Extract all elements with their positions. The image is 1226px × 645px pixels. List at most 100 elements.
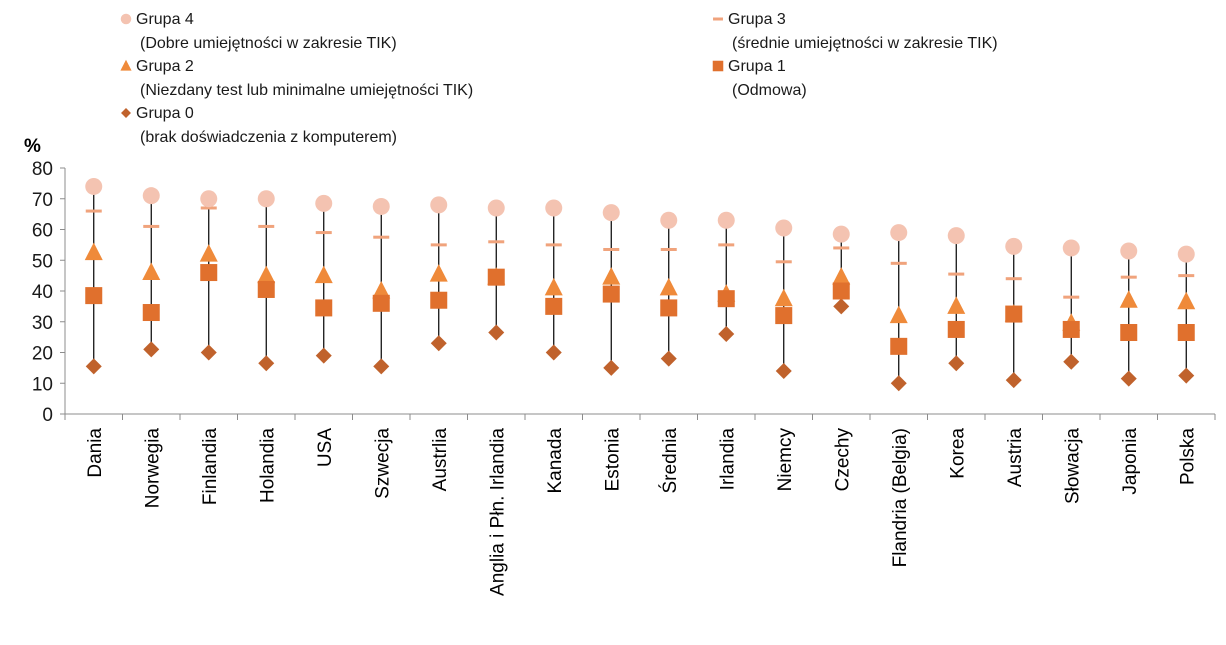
point-grupa-0: [258, 355, 275, 372]
point-grupa-3: [200, 206, 217, 210]
point-grupa-2: [774, 288, 793, 307]
legend-label: Grupa 2: [136, 58, 194, 75]
point-grupa-1: [85, 287, 103, 305]
point-grupa-4: [85, 177, 103, 195]
legend-item-grupa-2: Grupa 2 (Niezdany test lub minimalne umie…: [120, 58, 473, 99]
legend-label: Grupa 3: [728, 11, 786, 28]
point-grupa-1: [142, 304, 160, 322]
point-grupa-4: [1120, 242, 1138, 260]
point-grupa-0: [833, 298, 850, 315]
legend-marker-triangle: [120, 59, 132, 71]
point-grupa-4: [257, 190, 275, 208]
point-grupa-3: [315, 231, 332, 235]
point-grupa-4: [660, 211, 678, 229]
point-grupa-0: [603, 359, 620, 376]
category-label: Anglia i Płn. Irlandia: [487, 428, 508, 596]
legend-description: (Niezdany test lub minimalne umiejętnośc…: [140, 82, 473, 99]
legend-item-grupa-3: Grupa 3 (średnie umiejętności w zakresie …: [713, 11, 998, 52]
point-grupa-0: [200, 344, 217, 361]
category-label: Estonia: [602, 428, 623, 492]
point-grupa-0: [488, 324, 505, 341]
point-grupa-0: [545, 344, 562, 361]
legend-item-grupa-0: Grupa 0 (brak doświadczenia z komputerem): [121, 105, 397, 146]
point-grupa-1: [832, 282, 850, 300]
point-grupa-1: [1062, 320, 1080, 338]
data-points: [84, 177, 1196, 392]
point-grupa-4: [372, 197, 390, 215]
point-grupa-0: [1120, 370, 1137, 387]
y-tick-label: 20: [32, 344, 53, 365]
point-grupa-1: [1005, 305, 1023, 323]
point-grupa-4: [200, 190, 218, 208]
range-lines: [93, 186, 1187, 384]
point-grupa-2: [372, 281, 391, 299]
point-grupa-2: [602, 267, 621, 285]
point-grupa-3: [948, 272, 965, 276]
point-grupa-1: [890, 337, 908, 355]
legend-item-grupa-4: Grupa 4 (Dobre umiejętności w zakresie TI…: [120, 11, 397, 52]
y-tick-label: 30: [32, 313, 53, 334]
category-label: Słowacja: [1062, 428, 1083, 504]
y-tick-label: 50: [32, 251, 53, 272]
category-label: Szwecja: [372, 428, 393, 499]
point-grupa-1: [372, 294, 390, 312]
category-label: Niemcy: [775, 428, 796, 492]
category-label: Dania: [85, 428, 106, 478]
point-grupa-4: [832, 225, 850, 243]
legend-marker-dash: [713, 17, 723, 21]
point-grupa-4: [775, 219, 793, 237]
point-grupa-3: [488, 240, 505, 244]
point-grupa-2: [429, 264, 448, 282]
legend-description: (średnie umiejętności w zakresie TIK): [732, 35, 998, 52]
point-grupa-4: [315, 194, 333, 212]
category-label: Holandia: [257, 428, 278, 503]
category-label: USA: [315, 428, 336, 467]
y-tick-label: 70: [32, 190, 53, 211]
point-grupa-3: [1120, 275, 1137, 279]
legend-description: (brak doświadczenia z komputerem): [140, 129, 397, 146]
point-grupa-4: [142, 187, 160, 205]
point-grupa-4: [890, 224, 908, 242]
point-grupa-2: [889, 305, 908, 324]
legend-label: Grupa 4: [136, 11, 194, 28]
point-grupa-1: [717, 290, 735, 308]
legend-description: (Odmowa): [732, 82, 807, 99]
point-grupa-0: [1063, 353, 1080, 370]
point-grupa-2: [832, 267, 851, 285]
point-grupa-3: [660, 247, 677, 251]
point-grupa-4: [1005, 237, 1023, 255]
point-grupa-3: [85, 209, 102, 213]
point-grupa-0: [143, 341, 160, 358]
point-grupa-0: [85, 358, 102, 375]
point-grupa-4: [430, 196, 448, 214]
point-grupa-1: [602, 285, 620, 303]
legend-label: Grupa 1: [728, 58, 786, 75]
point-grupa-1: [660, 299, 678, 317]
point-grupa-3: [430, 243, 447, 247]
category-label: Kanada: [545, 428, 566, 494]
point-grupa-4: [947, 227, 965, 245]
category-label: Finlandia: [200, 428, 221, 506]
point-grupa-3: [258, 224, 275, 228]
point-grupa-4: [1177, 245, 1195, 263]
point-grupa-2: [947, 296, 966, 314]
point-grupa-3: [603, 247, 620, 251]
point-grupa-0: [718, 326, 735, 343]
point-grupa-0: [315, 347, 332, 364]
point-grupa-1: [947, 320, 965, 338]
point-grupa-2: [1177, 291, 1196, 310]
point-grupa-1: [545, 297, 563, 315]
point-grupa-1: [315, 299, 333, 317]
category-label: Średnia: [659, 428, 681, 494]
point-grupa-0: [660, 350, 677, 367]
point-grupa-2: [659, 277, 678, 296]
point-grupa-3: [718, 243, 735, 247]
point-grupa-4: [545, 199, 563, 217]
point-grupa-3: [833, 246, 850, 250]
point-grupa-2: [1119, 290, 1138, 308]
point-grupa-1: [1177, 324, 1195, 342]
legend-description: (Dobre umiejętności w zakresie TIK): [140, 35, 397, 52]
point-grupa-3: [1178, 274, 1195, 278]
point-grupa-2: [257, 265, 276, 284]
